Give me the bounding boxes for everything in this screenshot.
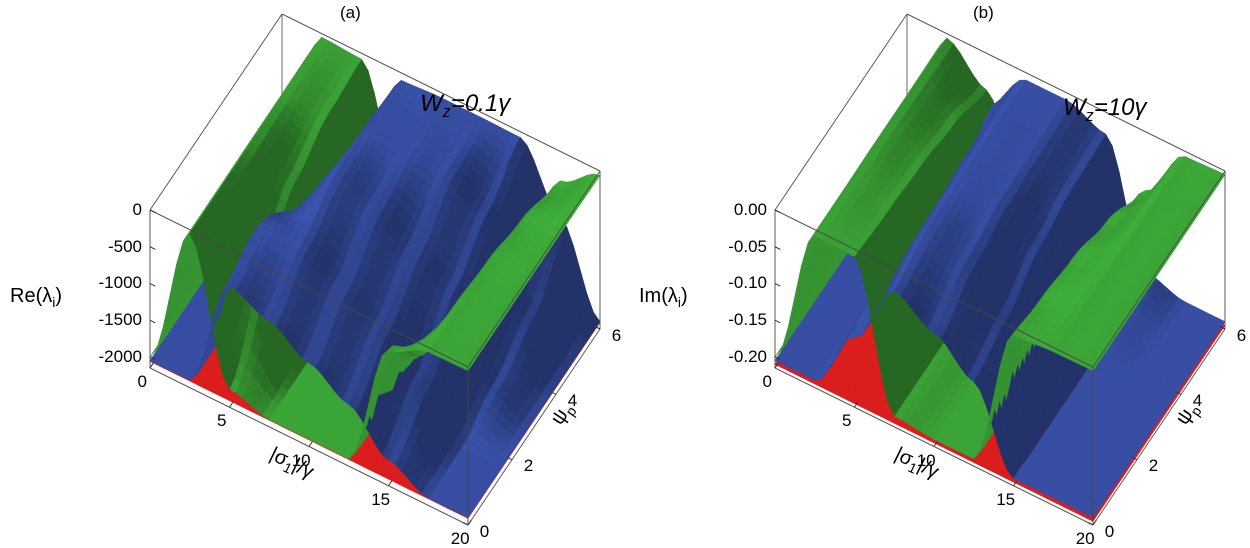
x-axis-tick-label: 10 [916, 450, 936, 470]
z-axis-tick-label: -0.05 [728, 236, 767, 256]
z-axis-label-suffix: ) [681, 285, 688, 307]
panel-b: (b) Wz=10γ Im(λi) |σ1|/γ ψp 0.00 -0.05 -0.… [625, 0, 1250, 548]
panel-a: (a) Wz=0.1γ Re(λi) |σ1|/γ ψp 0 -500 -1000-… [0, 0, 625, 548]
y-axis-tick-label: 0 [1104, 521, 1115, 541]
annotation-variable: W [420, 90, 443, 117]
z-axis-label-sub: i [677, 294, 682, 310]
y-axis-tick-label: 0 [479, 521, 490, 541]
wz-annotation-a: Wz=0.1γ [420, 90, 510, 122]
z-axis-tick-label: -0.15 [728, 310, 767, 330]
z-axis-tick-label: -0.20 [728, 346, 767, 366]
z-axis-tick-label: 0.00 [733, 200, 767, 219]
y-axis-tick-label: 6 [1236, 325, 1247, 345]
y-axis-tick-label: 2 [523, 456, 534, 476]
annotation-value: =10γ [1093, 94, 1147, 121]
z-axis-label-suffix: ) [55, 285, 63, 307]
panel-b-title: (b) [973, 3, 994, 22]
annotation-subscript: z [442, 102, 451, 121]
x-axis-tick-label: 0 [762, 372, 772, 391]
y-axis-tick-label: 4 [1192, 390, 1203, 410]
annotation-variable: W [1063, 94, 1086, 121]
z-axis-label-text: Re(λ [10, 285, 53, 307]
z-axis-label-sub: i [52, 294, 56, 310]
z-axis-label-text: Im(λ [639, 285, 678, 307]
x-axis-tick-label: 20 [450, 529, 470, 548]
x-axis-tick-label: 10 [291, 450, 311, 470]
surface-plot-canvas-b [625, 0, 1250, 548]
x-axis-tick-label: 15 [371, 489, 391, 509]
wz-annotation-b: Wz=10γ [1063, 94, 1147, 126]
y-axis-tick-label: 4 [567, 390, 578, 410]
x-axis-tick-label: 5 [841, 411, 852, 431]
x-axis-tick-label: 15 [996, 489, 1016, 509]
panel-a-title: (a) [340, 3, 361, 22]
z-axis-tick-label: -2000 [98, 346, 142, 366]
z-axis-tick-label: -0.10 [728, 273, 767, 293]
x-axis-tick-label: 0 [137, 372, 147, 391]
surface-plot-canvas-a [0, 0, 625, 548]
z-axis-tick-label: 0 [132, 200, 142, 219]
z-axis-tick-label: -1500 [98, 310, 142, 330]
z-axis-tick-label: -1000 [98, 273, 142, 293]
annotation-subscript: z [1085, 106, 1094, 125]
z-axis-label-a: Re(λi) [10, 285, 62, 310]
annotation-value: =0.1γ [450, 90, 511, 117]
x-axis-tick-label: 5 [216, 411, 227, 431]
x-axis-tick-label: 20 [1075, 529, 1095, 548]
y-axis-tick-label: 6 [611, 325, 622, 345]
z-axis-label-b: Im(λi) [639, 285, 688, 310]
z-axis-tick-label: -500 [107, 236, 142, 256]
y-axis-tick-label: 2 [1148, 456, 1159, 476]
